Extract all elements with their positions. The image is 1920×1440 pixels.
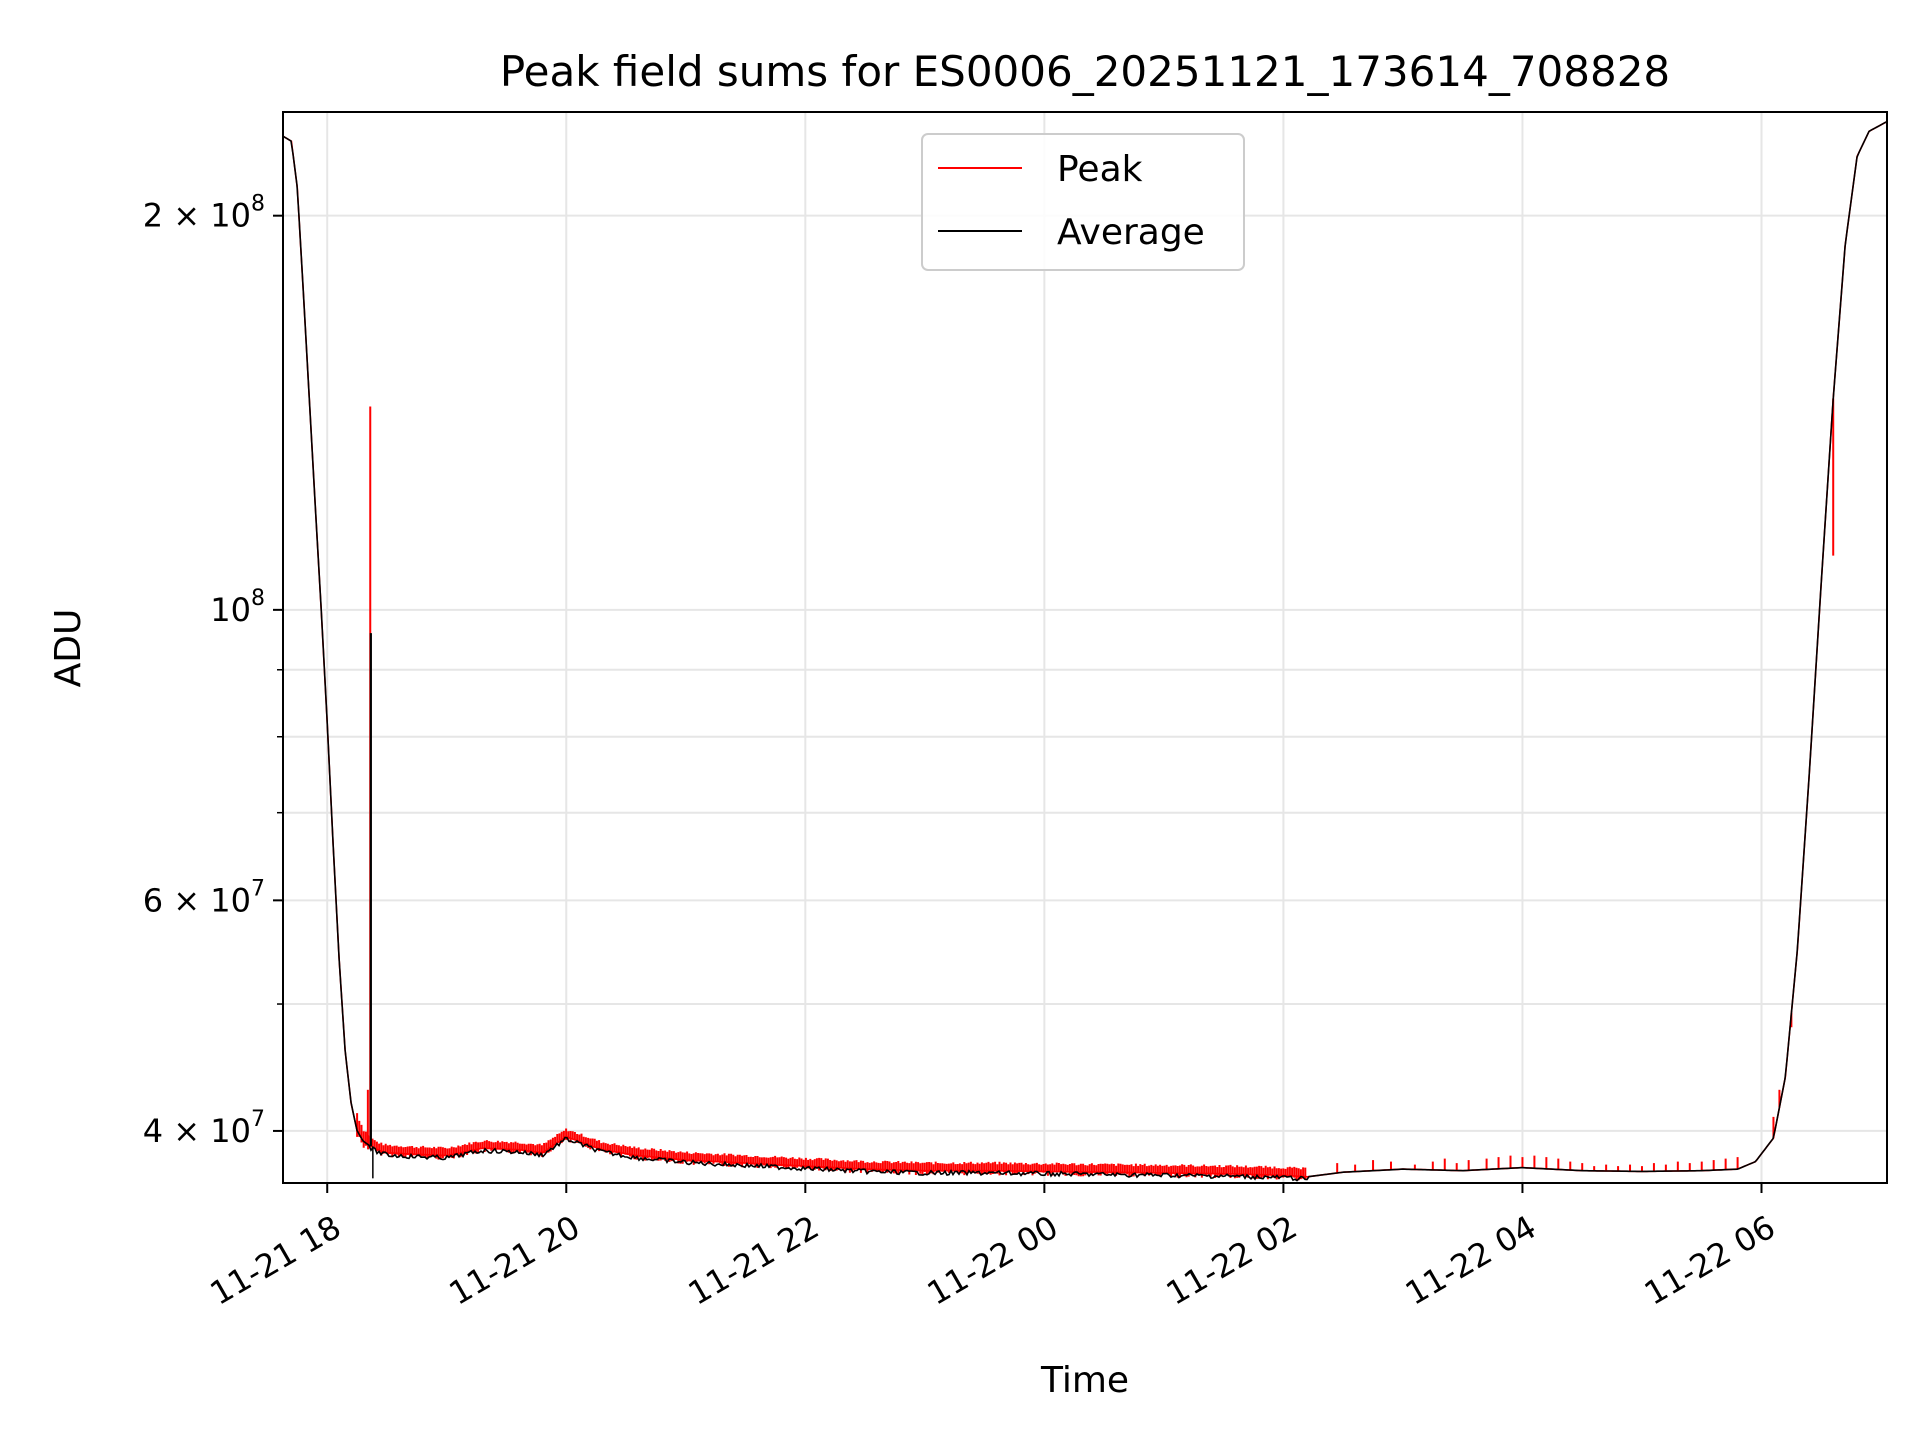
- series-layer: [283, 120, 1887, 1182]
- chart-title: Peak field sums for ES0006_20251121_1736…: [500, 47, 1670, 96]
- plot-area: [283, 120, 1887, 1182]
- y-axis-label: ADU: [48, 609, 89, 688]
- x-axis-label: Time: [1040, 1360, 1129, 1401]
- y-tick-label: 4 × 107: [143, 1107, 265, 1150]
- y-tick-label: 108: [210, 586, 265, 629]
- peak-noise-band: [356, 1113, 1307, 1181]
- y-tick-label: 6 × 107: [143, 876, 265, 919]
- average-series-line: [283, 120, 1887, 1182]
- legend-average-label: Average: [1057, 212, 1205, 253]
- legend-peak-label: Peak: [1057, 149, 1143, 190]
- y-tick-label: 2 × 108: [143, 192, 265, 235]
- axes-frame: [282, 111, 1888, 1184]
- legend: Peak Average: [921, 133, 1245, 271]
